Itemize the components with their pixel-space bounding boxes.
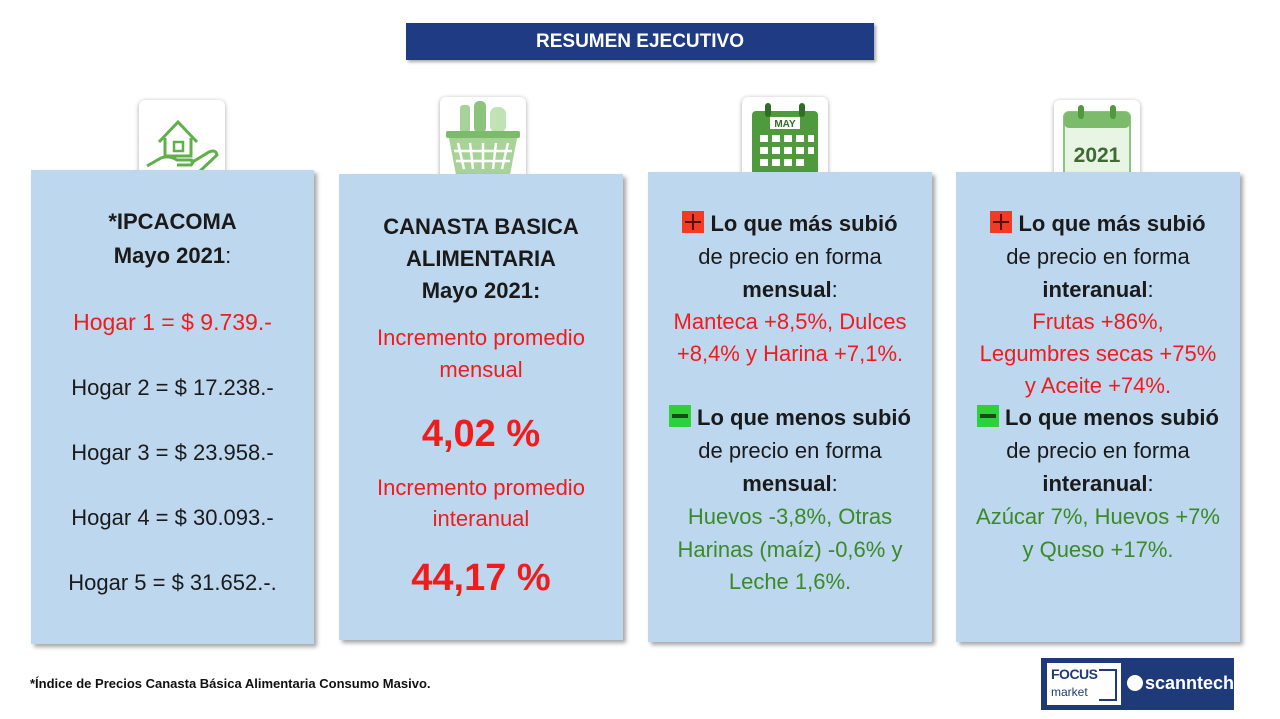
interanual-up-heading: Lo que más subió bbox=[956, 208, 1240, 240]
footnote: *Índice de Precios Canasta Básica Alimen… bbox=[30, 676, 431, 691]
interanual-down-line2: de precio en forma bbox=[1006, 438, 1190, 463]
focus-logo-line1: FOCUS bbox=[1051, 666, 1098, 682]
annual-label-line1: Incremento promedio bbox=[377, 475, 585, 500]
scanntech-logo: scanntech bbox=[1145, 673, 1235, 693]
mensual-down-item: Harinas (maíz) -0,6% y bbox=[677, 537, 903, 562]
grocery-basket-icon bbox=[440, 97, 526, 183]
focus-bracket-icon bbox=[1099, 687, 1117, 701]
annual-increase-value: 44,17 % bbox=[411, 557, 551, 599]
ipcacoma-subtitle-date: Mayo 2021 bbox=[113, 243, 226, 268]
monthly-increase-value: 4,02 % bbox=[421, 413, 541, 455]
canasta-title-line1: CANASTA BASICA bbox=[383, 214, 579, 239]
interanual-down-heading-text: Lo que menos subió bbox=[1005, 405, 1219, 430]
monthly-label-line2: mensual bbox=[439, 357, 523, 382]
mensual-down-heading: Lo que menos subió bbox=[648, 402, 932, 434]
mensual-up-line2: de precio en forma bbox=[698, 244, 882, 269]
mensual-down-item: Huevos -3,8%, Otras bbox=[687, 504, 893, 529]
interanual-down-line3: interanual: bbox=[956, 468, 1240, 500]
annual-label-line2: interanual bbox=[432, 506, 530, 531]
calendar-2021-label: 2021 bbox=[1074, 144, 1121, 167]
ipcacoma-subtitle: Mayo 2021: bbox=[31, 240, 314, 272]
interanual-down-item: Azúcar 7%, Huevos +7% bbox=[976, 504, 1220, 529]
mensual-up-item: Manteca +8,5%, Dulces bbox=[673, 309, 907, 334]
interanual-up-colon: : bbox=[1147, 277, 1154, 302]
mensual-up-item: +8,4% y Harina +7,1%. bbox=[676, 341, 904, 366]
monthly-label-line1: Incremento promedio bbox=[377, 325, 585, 350]
hogar-5: Hogar 5 = $ 31.652.-. bbox=[68, 570, 277, 595]
canasta-title-line2: ALIMENTARIA bbox=[406, 246, 556, 271]
ipcacoma-panel: *IPCACOMA Mayo 2021: Hogar 1 = $ 9.739.-… bbox=[31, 170, 314, 644]
interanual-panel: Lo que más subió de precio en forma inte… bbox=[956, 172, 1240, 642]
mensual-up-line3: mensual: bbox=[648, 274, 932, 306]
mensual-down-heading-text: Lo que menos subió bbox=[697, 405, 911, 430]
interanual-down-heading: Lo que menos subió bbox=[956, 402, 1240, 434]
interanual-down-colon: : bbox=[1147, 471, 1154, 496]
mensual-down-line3: mensual: bbox=[648, 468, 932, 500]
mensual-panel: Lo que más subió de precio en forma mens… bbox=[648, 172, 932, 642]
mensual-down-period: mensual bbox=[742, 471, 832, 496]
hogar-3: Hogar 3 = $ 23.958.- bbox=[71, 440, 274, 465]
interanual-up-line3: interanual: bbox=[956, 274, 1240, 306]
interanual-up-item: Legumbres secas +75% bbox=[979, 341, 1217, 366]
canasta-panel: CANASTA BASICA ALIMENTARIA Mayo 2021: In… bbox=[339, 174, 623, 640]
calendar-2021-icon: 2021 bbox=[1054, 100, 1140, 186]
minus-icon bbox=[977, 405, 1000, 427]
mensual-down-item: Leche 1,6%. bbox=[728, 569, 852, 594]
canasta-title-line3: Mayo 2021: bbox=[421, 278, 541, 303]
calendar-may-label: MAY bbox=[774, 119, 796, 130]
mensual-up-heading-text: Lo que más subió bbox=[710, 211, 898, 236]
hogar-1: Hogar 1 = $ 9.739.- bbox=[73, 309, 272, 335]
interanual-up-item: y Aceite +74%. bbox=[1024, 373, 1172, 398]
interanual-down-period: interanual bbox=[1042, 471, 1148, 496]
interanual-up-line2: de precio en forma bbox=[1006, 244, 1190, 269]
plus-icon bbox=[990, 211, 1013, 233]
hogar-2: Hogar 2 = $ 17.238.- bbox=[71, 375, 274, 400]
interanual-up-item: Frutas +86%, bbox=[1032, 309, 1164, 334]
interanual-up-heading-text: Lo que más subió bbox=[1018, 211, 1206, 236]
ipcacoma-title: *IPCACOMA bbox=[108, 209, 237, 234]
focus-market-logo: FOCUS market bbox=[1047, 663, 1121, 705]
mensual-down-colon: : bbox=[831, 471, 838, 496]
mensual-up-period: mensual bbox=[742, 277, 832, 302]
mensual-up-colon: : bbox=[831, 277, 838, 302]
minus-icon bbox=[669, 405, 692, 427]
interanual-down-item: y Queso +17%. bbox=[1022, 537, 1174, 562]
ipcacoma-subtitle-colon: : bbox=[225, 243, 232, 268]
mensual-down-line2: de precio en forma bbox=[698, 438, 882, 463]
focus-bracket-icon bbox=[1099, 669, 1117, 687]
plus-icon bbox=[682, 211, 705, 233]
focus-logo-line2: market bbox=[1051, 685, 1088, 699]
calendar-may-icon: MAY bbox=[742, 97, 828, 183]
page-title: RESUMEN EJECUTIVO bbox=[406, 23, 874, 60]
scanntech-mark-icon bbox=[1127, 675, 1143, 691]
interanual-up-period: interanual bbox=[1042, 277, 1148, 302]
mensual-up-heading: Lo que más subió bbox=[648, 208, 932, 240]
hogar-4: Hogar 4 = $ 30.093.- bbox=[71, 505, 274, 530]
sponsor-logos: FOCUS market scanntech bbox=[1041, 658, 1234, 710]
